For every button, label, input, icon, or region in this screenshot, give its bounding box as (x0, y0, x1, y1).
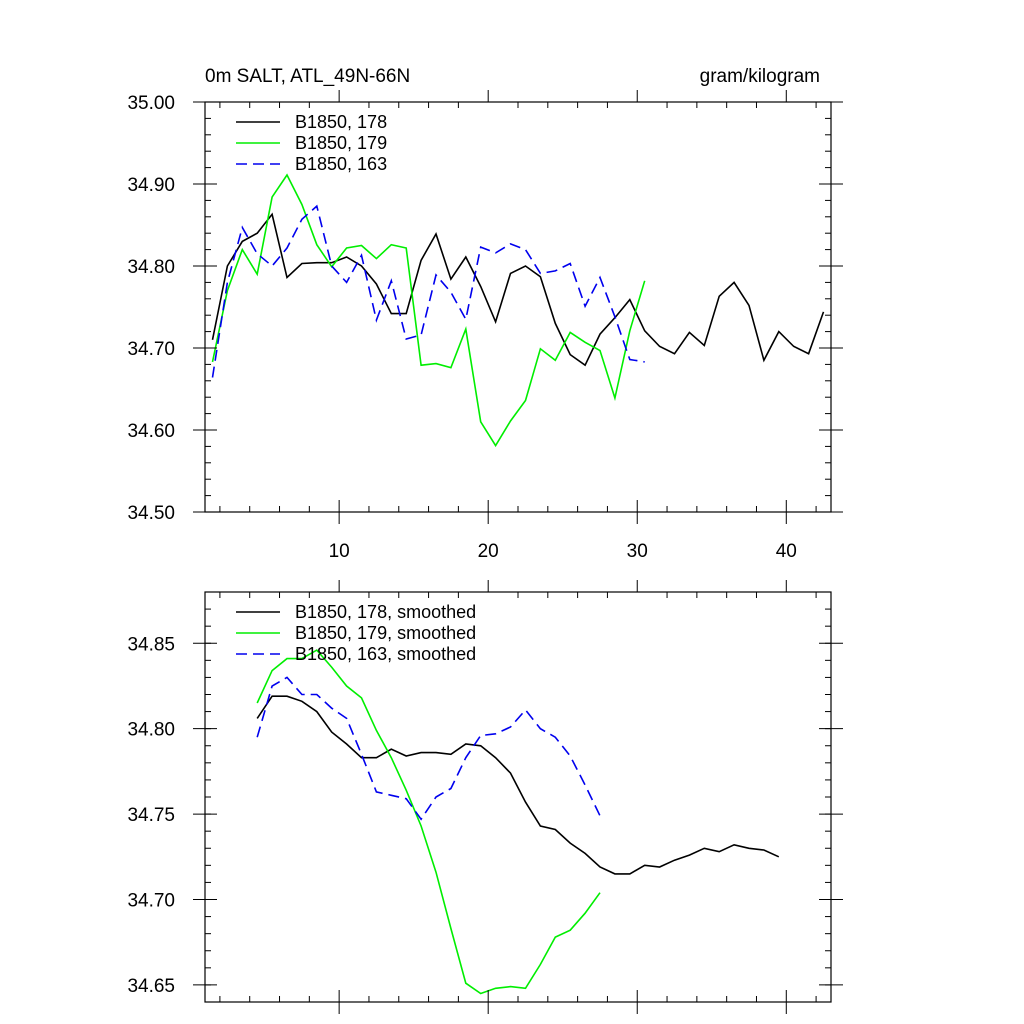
y-tick-label: 34.90 (127, 175, 175, 196)
y-tick-label: 34.70 (127, 339, 175, 360)
y-tick-label: 34.85 (127, 634, 175, 655)
legend-label: B1850, 163 (295, 154, 387, 174)
y-tick-label: 34.60 (127, 421, 175, 442)
top-series-lines (211, 173, 825, 448)
y-tick-label: 35.00 (127, 93, 175, 114)
legend-label: B1850, 178 (295, 112, 387, 132)
series-line-3 (256, 676, 601, 821)
series-line-2 (256, 649, 601, 995)
bottom-axis-ticks: 34.65 34.70 34.75 34.80 34.85 (127, 580, 843, 1014)
x-tick-label: 10 (329, 541, 350, 562)
series-line-2 (211, 173, 646, 448)
series-line-1 (211, 212, 825, 367)
y-tick-label: 34.70 (127, 891, 175, 912)
bottom-series-lines (256, 649, 780, 995)
x-tick-label: 20 (478, 541, 499, 562)
x-tick-label: 40 (776, 541, 797, 562)
y-tick-label: 34.50 (127, 503, 175, 524)
y-tick-label: 34.80 (127, 257, 175, 278)
x-tick-label: 30 (627, 541, 648, 562)
y-tick-label: 34.75 (127, 805, 175, 826)
legend-label: B1850, 178, smoothed (295, 602, 476, 622)
y-tick-label: 34.65 (127, 976, 175, 997)
legend-label: B1850, 163, smoothed (295, 644, 476, 664)
series-line-1 (256, 695, 780, 875)
bottom-smoothed-panel: 34.65 34.70 34.75 34.80 34.85 B1850, 178, sm… (127, 580, 843, 1014)
legend-label: B1850, 179 (295, 133, 387, 153)
y-tick-label: 34.80 (127, 720, 175, 741)
top-panel-units: gram/kilogram (700, 66, 820, 87)
top-axis-ticks: 10 20 30 40 34.50 34.60 34.70 34.80 34.90 35.00 (127, 90, 843, 562)
series-line-3 (211, 204, 645, 378)
legend-label: B1850, 179, smoothed (295, 623, 476, 643)
top-panel-title: 0m SALT, ATL_49N-66N (205, 66, 410, 87)
top-salinity-panel: 0m SALT, ATL_49N-66N gram/kilogram 10 20 3… (127, 66, 843, 562)
